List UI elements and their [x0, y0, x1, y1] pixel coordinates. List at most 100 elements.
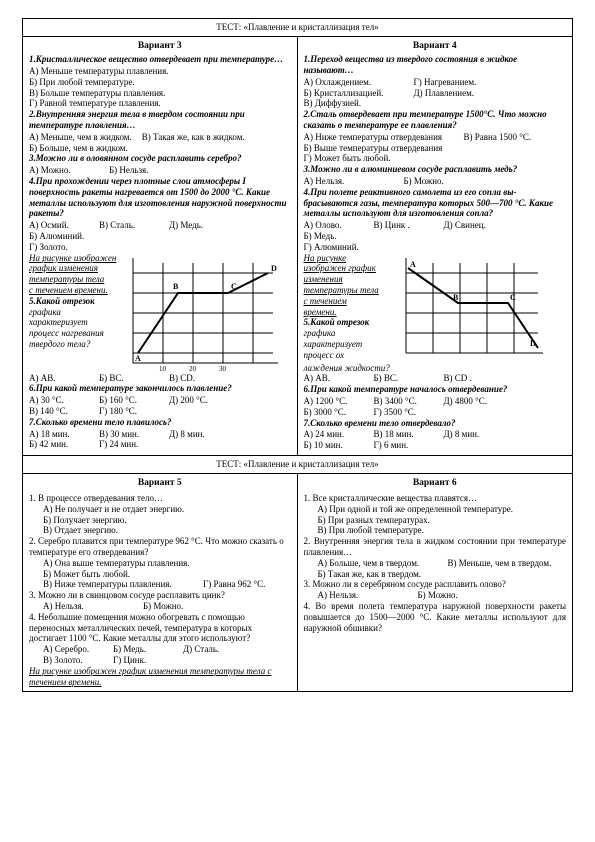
v4-q6a: А) 1200 °С.	[304, 396, 374, 407]
v4-gt4: температуры тела	[304, 285, 394, 296]
v3-graph-text: На рисунке изображен график изменения те…	[29, 253, 119, 350]
v4-q5a3: В) CD .	[444, 373, 482, 384]
v4-gt1: На рисунке	[304, 253, 394, 264]
v6-q3b: Б) Можно.	[418, 590, 468, 601]
v5-q1b: Б) Получает энергию.	[29, 515, 291, 526]
v3-q4d: Б) Алюминий.	[29, 231, 291, 242]
v5-gtext: На рисунке изображен график изменения те…	[29, 666, 291, 688]
v4-q7: 7.Сколько времени тело отвердевало?	[304, 418, 456, 428]
v3-q6: 6.При какой температуре закончилось плав…	[29, 383, 232, 393]
v5-q3b: Б) Можно.	[143, 601, 193, 612]
test-title-2: ТЕСТ: «Плавление и кристаллизация тел»	[23, 456, 572, 474]
svg-text:A: A	[135, 354, 141, 363]
v6-q3: 3. Можно ли в серебряном сосуде расплави…	[304, 579, 567, 590]
v4-q5e: лаждения жидкости?	[304, 363, 567, 374]
v3-q7e: Г) 24 мин.	[99, 439, 148, 450]
v3-q7: 7.Сколько времени тело плавилось?	[29, 417, 172, 427]
v4-q6d: Б) 3000 °С.	[304, 407, 374, 418]
v4-q6b: В) 3400 °С.	[374, 396, 444, 407]
v5-q1c: В) Отдает энергию.	[29, 525, 291, 536]
v5-q3a: А) Нельзя.	[43, 601, 143, 612]
v4-q1: 1.Переход вещества из твердого состояния…	[304, 54, 518, 75]
v4-q6e: Г) 3500 °С.	[374, 407, 427, 418]
v3-q5b: графика	[29, 307, 119, 318]
v3-q5d: процесс нагревания	[29, 328, 119, 339]
v5-q4d: В) Золото.	[43, 655, 113, 666]
v4-q4e: Г) Алюминий.	[304, 242, 567, 253]
v4-q1d: Д) Плавлением.	[414, 88, 485, 99]
v3-graph-row: На рисунке изображен график изменения те…	[29, 253, 291, 373]
v3-q7d: Б) 42 мин.	[29, 439, 99, 450]
v5-q3: 3. Можно ли в свинцовом сосуде расплавит…	[29, 590, 291, 601]
v3-q7a: А) 18 мин.	[29, 429, 99, 440]
v6-q1c: В) При любой температуре.	[304, 525, 567, 536]
v4-q1b: Г) Нагреванием.	[414, 77, 487, 88]
v4-q4a: А) Олово.	[304, 220, 374, 231]
v4-q2a: А) Ниже температуры отвердевания	[304, 132, 464, 143]
v5-q4c: Д) Сталь.	[183, 644, 229, 655]
v3-q5a1: А) АВ.	[29, 373, 99, 384]
v4-q4b: В) Цинк .	[374, 220, 444, 231]
v3-q4e: Г) Золото.	[29, 242, 291, 253]
v5-q1a: А) Не получает и не отдает энергию.	[29, 504, 291, 515]
v6-q1b: Б) При разных температурах.	[304, 515, 567, 526]
v3-q7b: В) 30 мин.	[99, 429, 169, 440]
v4-q5b: графика	[304, 328, 394, 339]
v3-q4: 4.При прохождении через плотные слои атм…	[29, 176, 286, 218]
svg-text:10: 10	[159, 365, 167, 373]
v4-graph-text: На рисунке изображен график изменения те…	[304, 253, 394, 361]
v4-q1a: А) Охлаждением.	[304, 77, 414, 88]
v4-q5a2: Б) ВС.	[374, 373, 444, 384]
variant-6: Вариант 6 1. Все кристаллические веществ…	[298, 474, 573, 692]
variant-4: Вариант 4 1.Переход вещества из твердого…	[298, 37, 573, 455]
v3-q1a: А) Меньше температуры плавления.	[29, 66, 291, 77]
svg-text:30: 30	[219, 365, 227, 373]
v3-q5: 5.Какой отрезок	[29, 296, 95, 306]
v4-q3: 3.Можно ли в алюминиевом сосуде расплави…	[304, 164, 518, 174]
v5-q2c: В) Ниже температуры плавления.	[43, 579, 203, 590]
svg-text:B: B	[453, 293, 459, 302]
v4-q1e: В) Диффузией.	[304, 98, 567, 109]
v4-gt3: изменения	[304, 274, 394, 285]
v4-q7d: Б) 10 мин.	[304, 440, 374, 451]
v5-q2b: Б) Может быть любой.	[43, 569, 140, 580]
v4-q1c: Б) Кристаллизацией.	[304, 88, 414, 99]
v3-q5c: характеризует	[29, 317, 119, 328]
v4-gt5: с течением	[304, 296, 394, 307]
v6-title: Вариант 6	[304, 478, 567, 489]
v3-q3: 3.Можно ли в оловянном сосуде расплавить…	[29, 153, 242, 163]
svg-text:C: C	[510, 293, 516, 302]
v3-q1: 1.Кристаллическое вещество отвердевает п…	[29, 54, 283, 64]
v4-q2: 2.Сталь отвердевает при температуре 1500…	[304, 109, 547, 130]
v3-q5e: твердого тела?	[29, 339, 119, 350]
v3-q5a3: В) CD.	[169, 373, 205, 384]
v3-q3a: А) Можно.	[29, 165, 109, 176]
v3-title: Вариант 3	[29, 41, 291, 52]
v4-q4: 4.При полете реактивного самолета из его…	[304, 187, 554, 219]
v5-q2d: Г) Равна 962 °С.	[203, 579, 275, 590]
v3-gt4: с течением времени.	[29, 285, 119, 296]
v4-q7c: Д) 8 мин.	[444, 429, 490, 440]
v6-q2c: Б) Такая же, как в твердом.	[304, 569, 567, 580]
v6-q3a: А) Нельзя.	[318, 590, 418, 601]
v6-q4: 4. Во время полета температура наружной …	[304, 601, 567, 633]
v4-q2d: Г) Может быть любой.	[304, 153, 567, 164]
v3-q6c: Д) 200 °С.	[169, 395, 218, 406]
v3-q2a: А) Меньше, чем в жидком.	[29, 132, 142, 143]
v3-q5a2: Б) ВС.	[99, 373, 169, 384]
v3-q6e: Г) 180 °С.	[99, 406, 147, 417]
v3-q3b: Б) Нельзя.	[109, 165, 158, 176]
v5-q2: 2. Серебро плавится при температуре 962 …	[29, 536, 291, 558]
v4-q6c: Д) 4800 °С.	[444, 396, 498, 407]
v4-q5a1: А) АВ.	[304, 373, 374, 384]
v4-q4c: Д) Свинец.	[444, 220, 496, 231]
svg-text:20: 20	[189, 365, 197, 373]
v4-q2c: Б) Выше температуры отвердевания	[304, 143, 567, 154]
v4-title: Вариант 4	[304, 41, 567, 52]
v4-q7b: В) 18 мин.	[374, 429, 444, 440]
v3-gt1: На рисунке изображен	[29, 253, 119, 264]
v5-q4: 4. Небольшие помещения можно обогревать …	[29, 612, 291, 644]
v4-q4d: Б) Медь.	[304, 231, 567, 242]
v3-gt2: график изменения	[29, 263, 119, 274]
v4-q7a: А) 24 мин.	[304, 429, 374, 440]
